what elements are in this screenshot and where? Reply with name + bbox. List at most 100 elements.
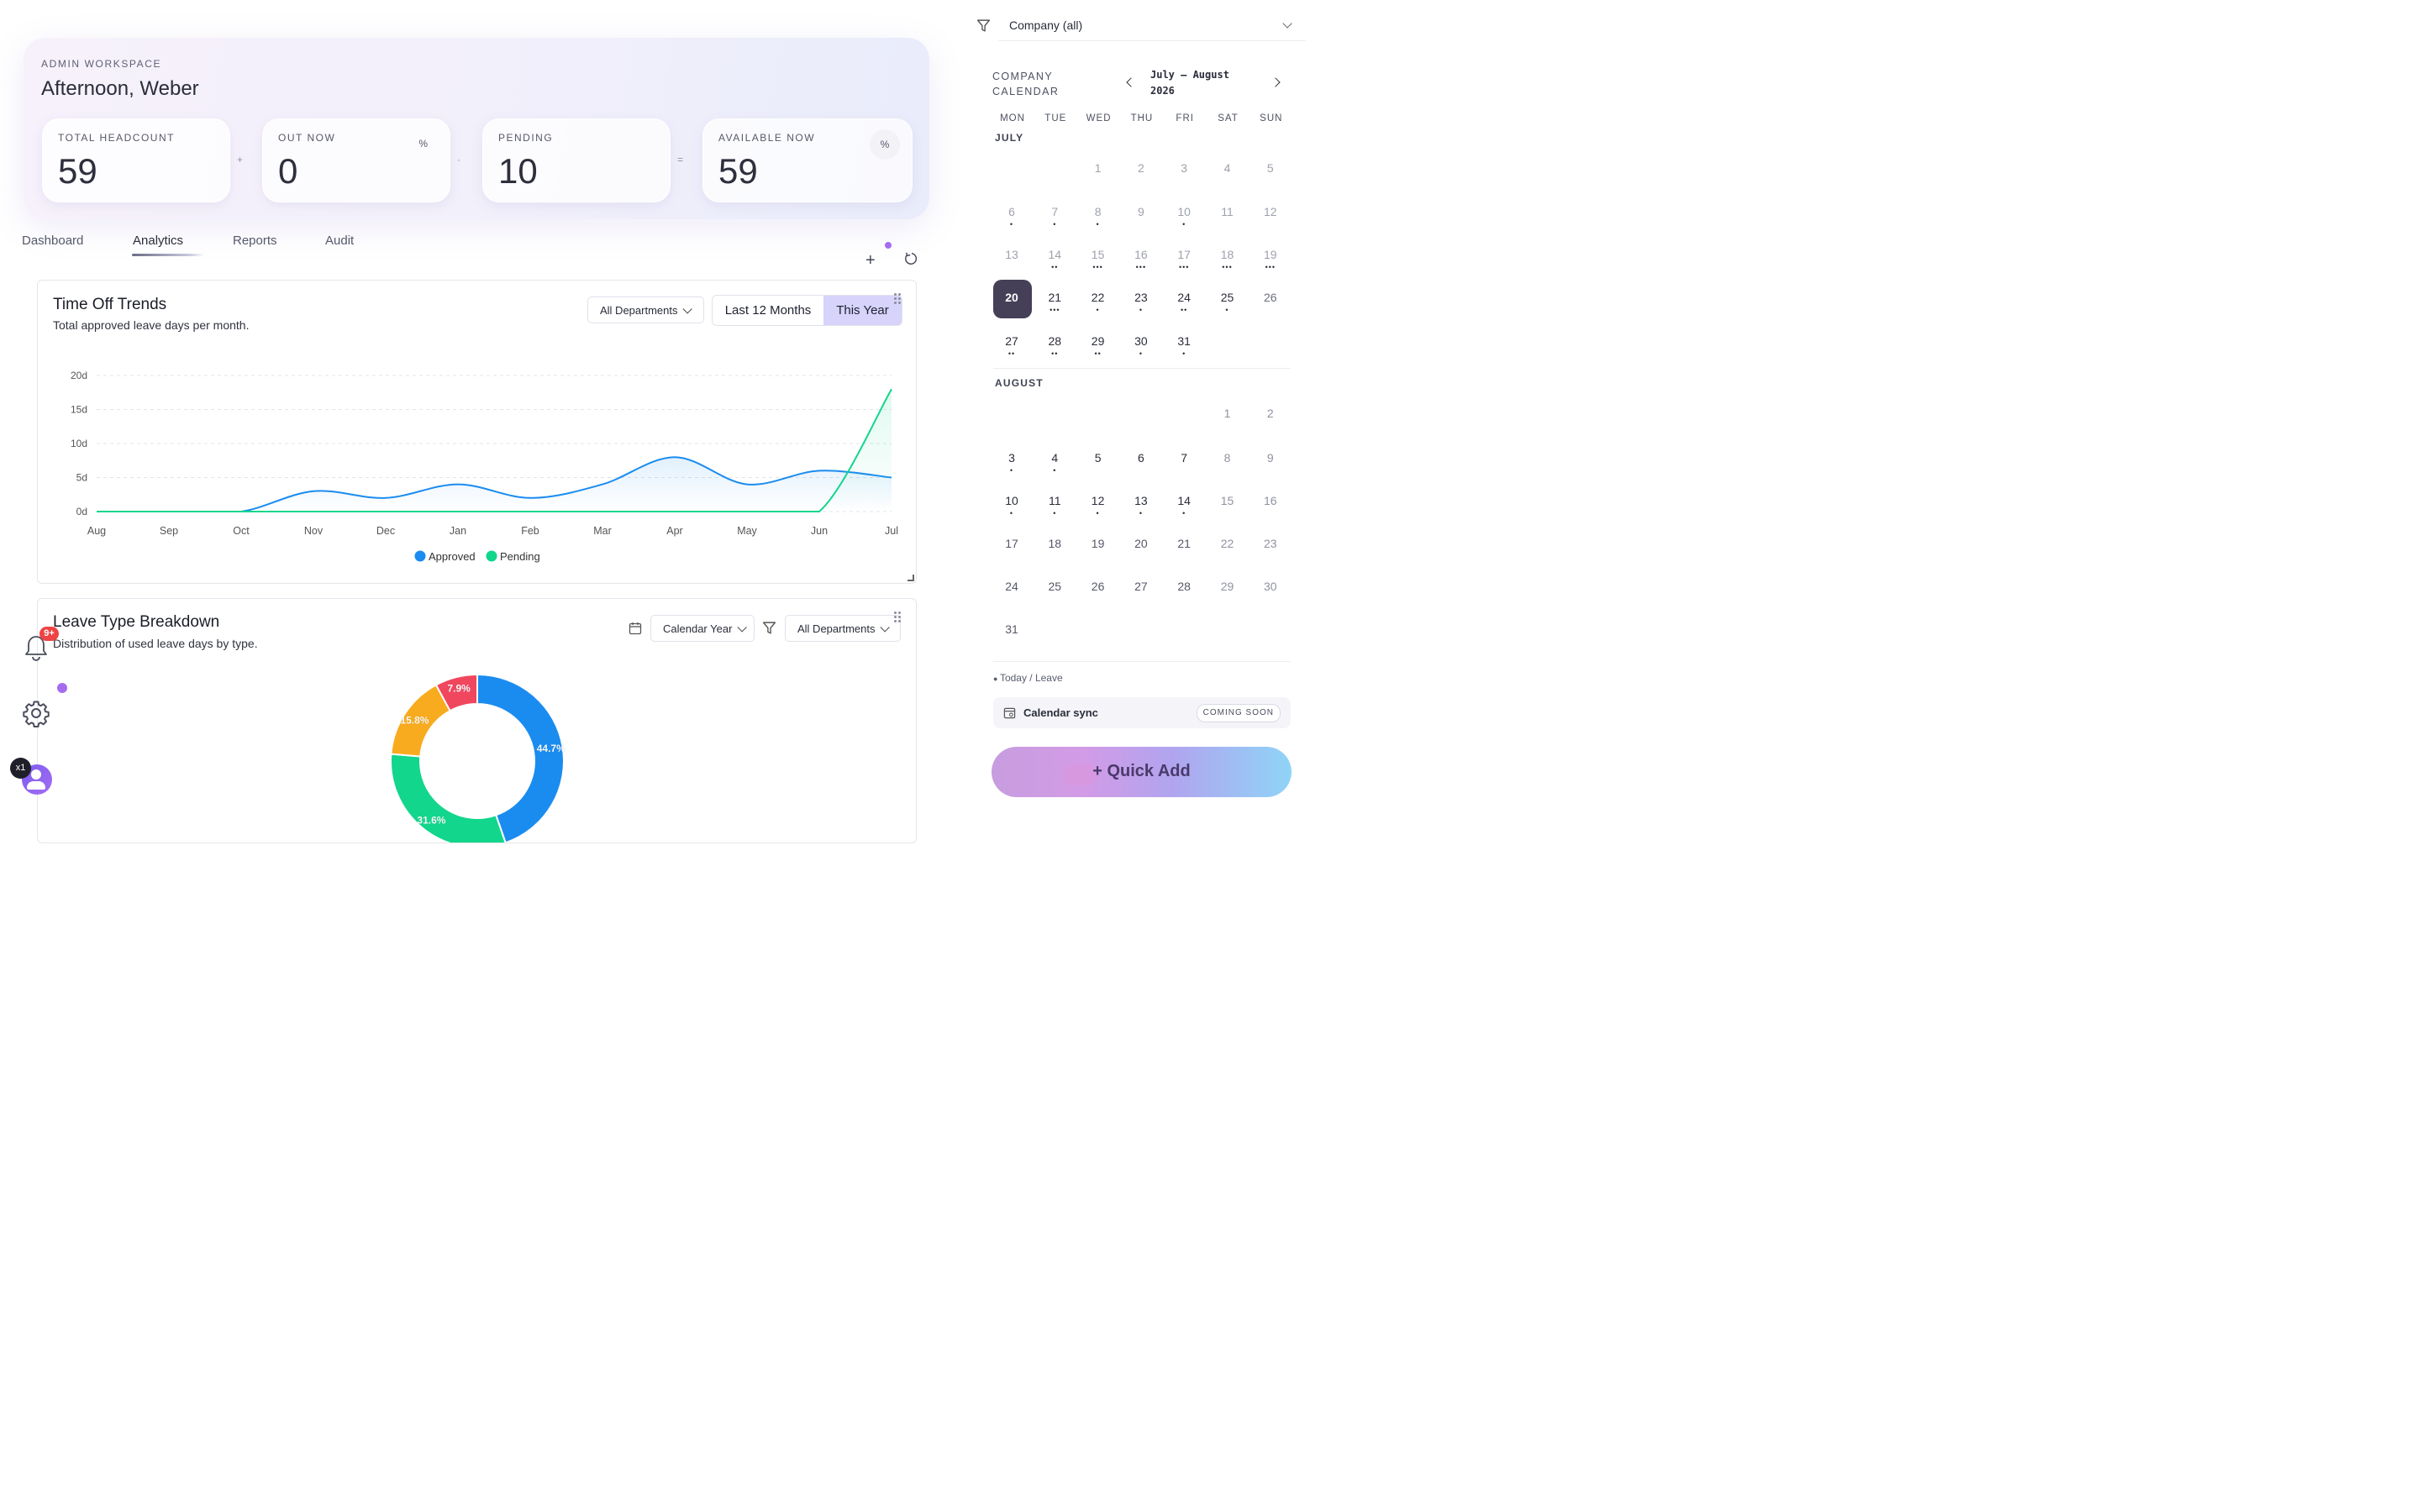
next-month-button[interactable] bbox=[1270, 77, 1281, 87]
calendar-day[interactable]: 1 bbox=[1223, 407, 1231, 420]
calendar-day[interactable]: 4 bbox=[1051, 451, 1059, 465]
calendar-day[interactable]: 5 bbox=[1094, 451, 1102, 465]
range-last-12-months[interactable]: Last 12 Months bbox=[724, 303, 812, 318]
calendar-day[interactable]: 22 bbox=[1220, 537, 1234, 550]
calendar-day[interactable]: 31 bbox=[1005, 622, 1018, 636]
calendar-day[interactable]: 24 bbox=[1005, 580, 1018, 593]
calendar-day[interactable]: 21 bbox=[1177, 537, 1191, 550]
calendar-day[interactable]: 3 bbox=[1008, 451, 1015, 465]
x-tick-label: Dec bbox=[376, 525, 395, 537]
calendar-day[interactable]: 20 bbox=[1134, 537, 1148, 550]
calendar-day[interactable]: 28 bbox=[1177, 580, 1191, 593]
calendar-day[interactable]: 29 bbox=[1220, 580, 1234, 593]
drag-handle-icon[interactable] bbox=[894, 612, 902, 623]
department-select[interactable]: All Departments bbox=[587, 297, 704, 323]
calendar-day[interactable]: 1 bbox=[1094, 161, 1102, 175]
calendar-day[interactable]: 3 bbox=[1181, 161, 1188, 175]
calendar-day[interactable]: 7 bbox=[1181, 451, 1188, 465]
calendar-day[interactable]: 17 bbox=[1177, 248, 1191, 261]
stat-out-now[interactable]: OUT NOW 0 % bbox=[262, 118, 450, 202]
calendar-day[interactable]: 30 bbox=[1134, 334, 1148, 348]
stat-value: 10 bbox=[498, 151, 538, 191]
leave-dots: •• bbox=[1181, 306, 1188, 314]
refresh-icon[interactable] bbox=[904, 251, 919, 271]
prev-month-button[interactable] bbox=[1126, 77, 1136, 87]
tab-reports[interactable]: Reports bbox=[233, 234, 277, 248]
company-filter-select[interactable]: Company (all) bbox=[998, 12, 1306, 40]
x-tick-label: Jun bbox=[811, 525, 828, 537]
calendar-day[interactable]: 13 bbox=[1134, 494, 1148, 507]
calendar-day[interactable]: 18 bbox=[1048, 537, 1062, 550]
calendar-day[interactable]: 15 bbox=[1091, 248, 1105, 261]
leave-dots: • bbox=[1053, 509, 1057, 517]
drag-handle-icon[interactable] bbox=[894, 293, 902, 305]
filter-icon[interactable] bbox=[762, 621, 776, 639]
calendar-day[interactable]: 23 bbox=[1134, 291, 1148, 304]
calendar-day[interactable]: 31 bbox=[1177, 334, 1191, 348]
calendar-day[interactable]: 18 bbox=[1220, 248, 1234, 261]
calendar-day[interactable]: 25 bbox=[1048, 580, 1062, 593]
resize-handle-icon[interactable] bbox=[908, 575, 914, 581]
calendar-day[interactable]: 19 bbox=[1264, 248, 1277, 261]
leave-dots: •• bbox=[1051, 349, 1059, 358]
calendar-day[interactable]: 29 bbox=[1091, 334, 1105, 348]
calendar-day[interactable]: 26 bbox=[1264, 291, 1277, 304]
calendar-day[interactable]: 19 bbox=[1091, 537, 1105, 550]
calendar-day[interactable]: 16 bbox=[1134, 248, 1148, 261]
calendar-day[interactable]: 14 bbox=[1048, 248, 1062, 261]
calendar-day[interactable]: 30 bbox=[1264, 580, 1277, 593]
calendar-day[interactable]: 16 bbox=[1264, 494, 1277, 507]
y-tick-label: 20d bbox=[71, 370, 87, 381]
calendar-day[interactable]: 15 bbox=[1220, 494, 1234, 507]
add-widget-button[interactable]: + bbox=[865, 251, 876, 270]
calendar-day[interactable]: 20 bbox=[1005, 291, 1018, 304]
operator-equals: = bbox=[677, 154, 684, 165]
calendar-day[interactable]: 28 bbox=[1048, 334, 1062, 348]
calendar-day[interactable]: 12 bbox=[1264, 205, 1277, 218]
calendar-day[interactable]: 27 bbox=[1134, 580, 1148, 593]
department-select[interactable]: All Departments bbox=[785, 615, 901, 642]
notifications-button[interactable]: 9+ bbox=[24, 627, 59, 666]
stat-pending[interactable]: PENDING 10 bbox=[482, 118, 671, 202]
stat-available-now[interactable]: AVAILABLE NOW 59 % bbox=[702, 118, 913, 202]
calendar-day[interactable]: 10 bbox=[1177, 205, 1191, 218]
leave-dots: ••• bbox=[1178, 263, 1190, 271]
avatar[interactable]: x1 bbox=[10, 758, 52, 795]
tab-dashboard[interactable]: Dashboard bbox=[22, 234, 84, 248]
calendar-day[interactable]: 8 bbox=[1223, 451, 1231, 465]
calendar-day[interactable]: 21 bbox=[1048, 291, 1062, 304]
calendar-day[interactable]: 25 bbox=[1220, 291, 1234, 304]
calendar-day[interactable]: 6 bbox=[1008, 205, 1015, 218]
percent-toggle[interactable]: % bbox=[870, 129, 900, 160]
stat-total-headcount[interactable]: TOTAL HEADCOUNT 59 bbox=[42, 118, 230, 202]
calendar-day[interactable]: 12 bbox=[1091, 494, 1105, 507]
calendar-day[interactable]: 4 bbox=[1223, 161, 1231, 175]
calendar-day[interactable]: 5 bbox=[1266, 161, 1274, 175]
calendar-day[interactable]: 9 bbox=[1266, 451, 1274, 465]
tab-analytics[interactable]: Analytics bbox=[133, 234, 184, 248]
calendar-day[interactable]: 7 bbox=[1051, 205, 1059, 218]
calendar-day[interactable]: 8 bbox=[1094, 205, 1102, 218]
calendar-day[interactable]: 13 bbox=[1005, 248, 1018, 261]
calendar-day[interactable]: 26 bbox=[1091, 580, 1105, 593]
calendar-day[interactable]: 2 bbox=[1266, 407, 1274, 420]
calendar-day[interactable]: 10 bbox=[1005, 494, 1018, 507]
calendar-day[interactable]: 22 bbox=[1091, 291, 1105, 304]
range-this-year[interactable]: This Year bbox=[823, 296, 902, 325]
period-select[interactable]: Calendar Year bbox=[650, 615, 755, 642]
calendar-day[interactable]: 2 bbox=[1137, 161, 1144, 175]
calendar-day[interactable]: 6 bbox=[1137, 451, 1144, 465]
quick-add-button[interactable]: + Quick Add bbox=[992, 747, 1292, 797]
calendar-day[interactable]: 23 bbox=[1264, 537, 1277, 550]
calendar-day[interactable]: 11 bbox=[1221, 205, 1234, 218]
chevron-down-icon bbox=[682, 304, 693, 314]
calendar-day[interactable]: 14 bbox=[1177, 494, 1191, 507]
calendar-day[interactable]: 24 bbox=[1177, 291, 1191, 304]
calendar-day[interactable]: 9 bbox=[1137, 205, 1144, 218]
percent-toggle[interactable]: % bbox=[418, 138, 428, 150]
calendar-day[interactable]: 27 bbox=[1005, 334, 1018, 348]
calendar-day[interactable]: 17 bbox=[1005, 537, 1018, 550]
calendar-day[interactable]: 11 bbox=[1049, 494, 1061, 507]
tab-audit[interactable]: Audit bbox=[325, 234, 355, 248]
settings-button[interactable] bbox=[22, 699, 50, 732]
